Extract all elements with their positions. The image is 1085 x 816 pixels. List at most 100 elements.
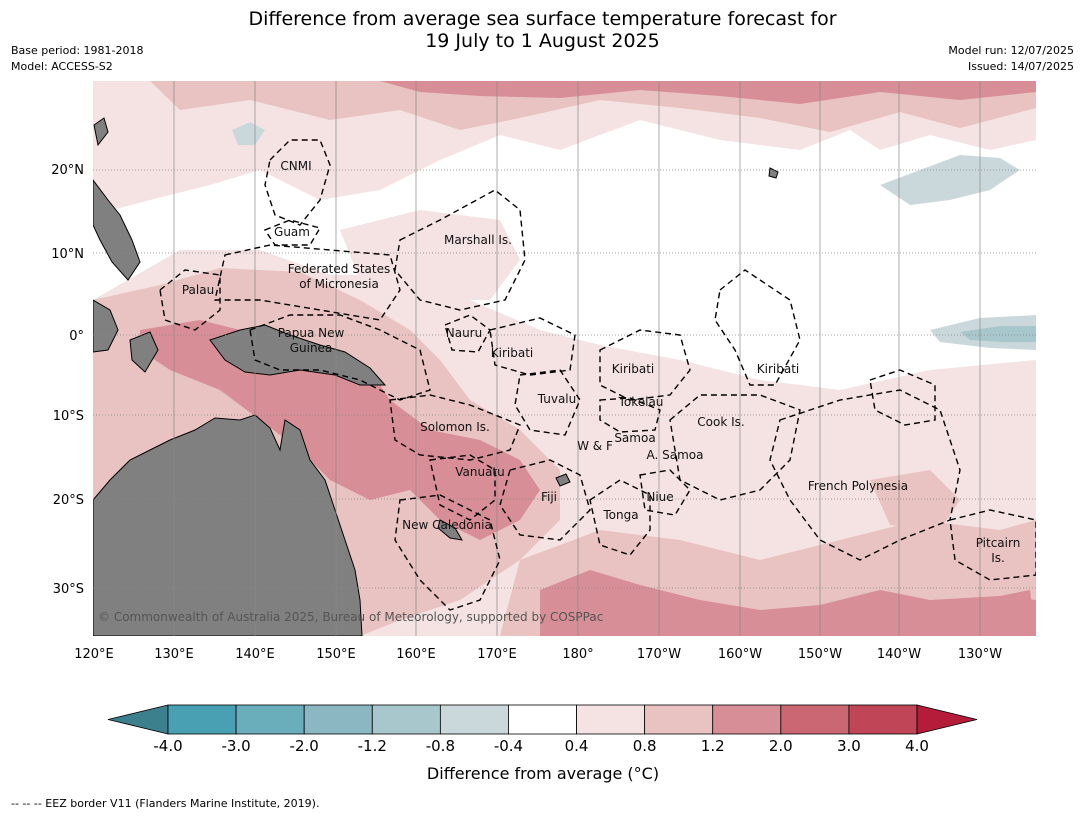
eez-pitcairn <box>949 509 1036 581</box>
colorbar-swatch <box>371 704 441 735</box>
colorbar-swatch <box>235 704 305 735</box>
label-tokelau: Tokelau <box>618 395 664 409</box>
anomaly-1.2-2.0-east <box>980 590 1036 636</box>
label-niue: Niue <box>646 490 673 504</box>
hawaii-landmass <box>768 167 779 179</box>
lon-tick-170e: 170°E <box>477 647 517 662</box>
eez-kiribati-west <box>489 317 576 376</box>
model-run: Model run: 12/07/2025 <box>948 44 1074 57</box>
label-tonga: Tonga <box>602 508 638 522</box>
label-fsm-line2: of Micronesia <box>299 277 379 291</box>
colorbar-tick-label: 4.0 <box>905 737 929 755</box>
label-fiji: Fiji <box>541 490 557 504</box>
colorbar-tick-label: -0.8 <box>426 737 455 755</box>
eez-niue <box>639 469 691 516</box>
label-kiribati-east: Kiribati <box>757 362 799 376</box>
lat-tick-0: 0° <box>69 329 84 344</box>
issued-date: Issued: 14/07/2025 <box>967 60 1074 73</box>
colorbar-tick-label: 1.2 <box>701 737 725 755</box>
lat-tick-10s: 10°S <box>53 409 84 424</box>
label-vanuatu: Vanuatu <box>455 465 505 479</box>
base-period: Base period: 1981-2018 <box>11 44 144 57</box>
label-guam: Guam <box>274 225 310 239</box>
colorbar-arrow-high <box>916 704 978 735</box>
anomaly-0.4-0.8-central <box>340 210 520 300</box>
lon-tick-160w: 160°W <box>718 647 762 662</box>
anomaly-0.8-1.2-east <box>870 470 960 530</box>
map-plot-area: CNMI Guam Marshall Is. Federated States … <box>93 81 1036 636</box>
eez-marshall <box>394 189 526 311</box>
label-kiribati-central: Kiribati <box>612 362 654 376</box>
colorbar-tick-label: -0.4 <box>494 737 523 755</box>
lon-tick-130w: 130°W <box>958 647 1002 662</box>
label-marshall: Marshall Is. <box>444 233 512 247</box>
lat-tick-20s: 20°S <box>53 493 84 508</box>
anomaly-1.2-2.0-south-east <box>540 570 1036 636</box>
colorbar-tick-label: -3.0 <box>221 737 250 755</box>
label-pitcairn-line2: Is. <box>991 551 1005 565</box>
eez-nauru <box>444 314 491 353</box>
eez-solomon <box>389 394 521 461</box>
colorbar-swatch <box>303 704 373 735</box>
eez-fsm <box>214 244 401 321</box>
eez-tuvalu <box>514 369 581 436</box>
lon-tick-120e: 120°E <box>74 647 114 662</box>
colorbar: -4.0 -3.0 -2.0 -1.2 -0.8 -0.4 0.4 0.8 1.2 2.0 3.0 4… <box>107 704 978 755</box>
meta-left: Base period: 1981-2018 Model: ACCESS-S2 <box>11 43 143 75</box>
label-kiribati-west: Kiribati <box>491 346 533 360</box>
eez-vanuatu <box>429 454 496 521</box>
eez-new-caledonia <box>394 494 501 611</box>
new-guinea-landmass <box>209 324 387 386</box>
colorbar-swatch <box>780 704 850 735</box>
colorbar-tick-label: -4.0 <box>153 737 182 755</box>
borneo-landmass <box>93 299 119 353</box>
anomaly-cool-equator-core <box>960 326 1036 342</box>
eez-tokelau <box>599 397 661 433</box>
colorbar-tick-label: -2.0 <box>290 737 319 755</box>
longitude-ticks: 120°E 130°E 140°E 150°E 160°E 170°E 180°… <box>74 647 1002 662</box>
meta-right: Model run: 12/07/2025 Issued: 14/07/2025 <box>948 43 1074 75</box>
label-png-line1: Papua New <box>278 326 345 340</box>
colorbar-swatch <box>712 704 782 735</box>
label-nauru: Nauru <box>446 326 482 340</box>
title-line-1: Difference from average sea surface temp… <box>248 8 837 30</box>
label-wf: W & F <box>577 439 613 453</box>
lon-tick-130e: 130°E <box>154 647 194 662</box>
eez-legend-note: -- -- -- EEZ border V11 (Flanders Marine… <box>11 797 320 810</box>
colorbar-swatch <box>508 704 577 735</box>
lon-tick-160e: 160°E <box>396 647 436 662</box>
lat-tick-30s: 30°S <box>53 582 84 597</box>
label-tuvalu: Tuvalu <box>537 392 577 406</box>
lon-tick-150w: 150°W <box>798 647 842 662</box>
label-png-line2: Guinea <box>290 341 333 355</box>
title-line-2: 19 July to 1 August 2025 <box>425 30 660 52</box>
colorbar-swatch <box>439 704 509 735</box>
anomaly-cool-hawaii <box>880 155 1020 205</box>
model-name: Model: ACCESS-S2 <box>11 60 113 73</box>
label-asamoa: A. Samoa <box>647 448 704 462</box>
eez-borders <box>159 139 1036 611</box>
eez-kiribati-east <box>714 269 801 386</box>
label-solomon: Solomon Is. <box>420 420 490 434</box>
lon-tick-180: 180° <box>562 647 593 662</box>
colorbar-swatch <box>167 704 237 735</box>
anomaly-cool-west <box>232 122 265 145</box>
australia-landmass <box>93 414 363 636</box>
copyright-notice: © Commonwealth of Australia 2025, Bureau… <box>98 610 603 624</box>
colorbar-tick-label: 0.4 <box>565 737 589 755</box>
eez-png <box>249 314 431 401</box>
label-palau: Palau <box>182 283 214 297</box>
colorbar-swatch <box>576 704 646 735</box>
eez-guam <box>263 219 322 246</box>
eez-french-polynesia <box>769 389 961 561</box>
label-cook: Cook Is. <box>697 415 744 429</box>
colorbar-label: Difference from average (°C) <box>427 764 659 783</box>
eez-tonga <box>589 479 651 556</box>
philippines-landmass <box>93 179 141 281</box>
colorbar-tick-label: 0.8 <box>633 737 657 755</box>
taiwan-landmass <box>93 117 109 147</box>
colorbar-arrow-low <box>107 704 169 735</box>
label-pitcairn-line1: Pitcairn <box>976 536 1021 550</box>
new-caledonia-landmass <box>437 519 463 541</box>
